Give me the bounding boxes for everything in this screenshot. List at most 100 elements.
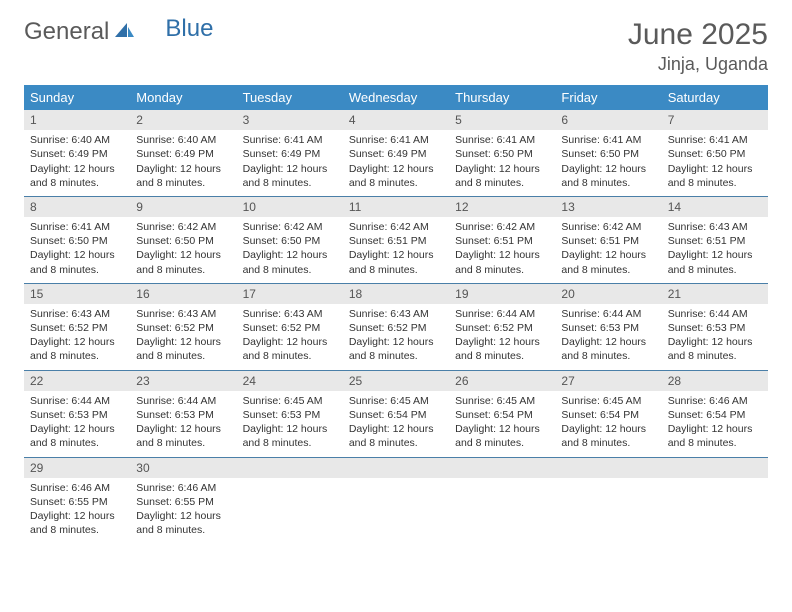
day-number: 12 <box>449 197 555 217</box>
sunset-line: Sunset: 6:54 PM <box>455 408 549 422</box>
day-number: 20 <box>555 284 661 304</box>
sunrise-line: Sunrise: 6:41 AM <box>243 133 337 147</box>
sunrise-line: Sunrise: 6:41 AM <box>30 220 124 234</box>
day-number: 24 <box>237 371 343 391</box>
day-number: 9 <box>130 197 236 217</box>
day-body: Sunrise: 6:43 AMSunset: 6:52 PMDaylight:… <box>237 307 343 364</box>
sunrise-line: Sunrise: 6:45 AM <box>349 394 443 408</box>
sunset-line: Sunset: 6:51 PM <box>561 234 655 248</box>
daylight-line: Daylight: 12 hours and 8 minutes. <box>243 335 337 363</box>
day-cell: 13Sunrise: 6:42 AMSunset: 6:51 PMDayligh… <box>555 197 661 283</box>
weekday-header-saturday: Saturday <box>662 85 768 110</box>
daylight-line: Daylight: 12 hours and 8 minutes. <box>668 248 762 276</box>
sunset-line: Sunset: 6:53 PM <box>561 321 655 335</box>
day-body: Sunrise: 6:40 AMSunset: 6:49 PMDaylight:… <box>24 133 130 190</box>
daylight-line: Daylight: 12 hours and 8 minutes. <box>30 509 124 537</box>
sunrise-line: Sunrise: 6:42 AM <box>136 220 230 234</box>
day-number: 3 <box>237 110 343 130</box>
sunrise-line: Sunrise: 6:41 AM <box>349 133 443 147</box>
day-cell: 19Sunrise: 6:44 AMSunset: 6:52 PMDayligh… <box>449 284 555 370</box>
sunrise-line: Sunrise: 6:41 AM <box>455 133 549 147</box>
sunrise-line: Sunrise: 6:40 AM <box>30 133 124 147</box>
daylight-line: Daylight: 12 hours and 8 minutes. <box>136 162 230 190</box>
week-row: 8Sunrise: 6:41 AMSunset: 6:50 PMDaylight… <box>24 197 768 284</box>
sunset-line: Sunset: 6:51 PM <box>455 234 549 248</box>
day-number: 15 <box>24 284 130 304</box>
day-body: Sunrise: 6:43 AMSunset: 6:52 PMDaylight:… <box>130 307 236 364</box>
sunrise-line: Sunrise: 6:43 AM <box>30 307 124 321</box>
day-body: Sunrise: 6:45 AMSunset: 6:54 PMDaylight:… <box>343 394 449 451</box>
day-number: 8 <box>24 197 130 217</box>
month-title: June 2025 <box>628 18 768 52</box>
day-cell: 7Sunrise: 6:41 AMSunset: 6:50 PMDaylight… <box>662 110 768 196</box>
day-cell: 24 Sunrise: 6:45 AMSunset: 6:53 PMDayligh… <box>237 371 343 457</box>
daylight-line: Daylight: 12 hours and 8 minutes. <box>455 335 549 363</box>
day-body: Sunrise: 6:45 AMSunset: 6:54 PMDaylight:… <box>449 394 555 451</box>
day-cell: 30Sunrise: 6:46 AMSunset: 6:55 PMDayligh… <box>130 458 236 544</box>
sunrise-line: Sunrise: 6:44 AM <box>30 394 124 408</box>
day-body: Sunrise: 6:45 AMSunset: 6:54 PMDaylight:… <box>555 394 661 451</box>
sunrise-line: Sunrise: 6:44 AM <box>561 307 655 321</box>
day-number: 17 <box>237 284 343 304</box>
sunset-line: Sunset: 6:50 PM <box>136 234 230 248</box>
sunrise-line: Sunrise: 6:43 AM <box>349 307 443 321</box>
logo: General Blue <box>24 18 213 46</box>
weekday-header-row: SundayMondayTuesdayWednesdayThursdayFrid… <box>24 85 768 110</box>
day-cell: 5 Sunrise: 6:41 AMSunset: 6:50 PMDaylight… <box>449 110 555 196</box>
day-body: Sunrise: 6:41 AMSunset: 6:50 PMDaylight:… <box>24 220 130 277</box>
sunset-line: Sunset: 6:54 PM <box>349 408 443 422</box>
sunrise-line: Sunrise: 6:42 AM <box>243 220 337 234</box>
day-body: Sunrise: 6:44 AMSunset: 6:53 PMDaylight:… <box>555 307 661 364</box>
daylight-line: Daylight: 12 hours and 8 minutes. <box>455 162 549 190</box>
day-body: Sunrise: 6:41 AMSunset: 6:50 PMDaylight:… <box>449 133 555 190</box>
sunset-line: Sunset: 6:49 PM <box>30 147 124 161</box>
daylight-line: Daylight: 12 hours and 8 minutes. <box>561 162 655 190</box>
day-cell: 20 Sunrise: 6:44 AMSunset: 6:53 PMDayligh… <box>555 284 661 370</box>
daylight-line: Daylight: 12 hours and 8 minutes. <box>30 162 124 190</box>
day-cell: 11Sunrise: 6:42 AMSunset: 6:51 PMDayligh… <box>343 197 449 283</box>
day-cell: 23Sunrise: 6:44 AMSunset: 6:53 PMDayligh… <box>130 371 236 457</box>
empty-day-cell <box>555 458 661 544</box>
day-number: 5 <box>449 110 555 130</box>
sunset-line: Sunset: 6:51 PM <box>349 234 443 248</box>
week-row: 1Sunrise: 6:40 AMSunset: 6:49 PMDaylight… <box>24 110 768 197</box>
day-body: Sunrise: 6:41 AMSunset: 6:50 PMDaylight:… <box>555 133 661 190</box>
day-cell: 8 Sunrise: 6:41 AMSunset: 6:50 PMDaylight… <box>24 197 130 283</box>
day-cell: 6 Sunrise: 6:41 AMSunset: 6:50 PMDaylight… <box>555 110 661 196</box>
day-number <box>449 458 555 478</box>
day-body: Sunrise: 6:46 AMSunset: 6:54 PMDaylight:… <box>662 394 768 451</box>
day-number: 10 <box>237 197 343 217</box>
day-body <box>343 481 449 531</box>
day-cell: 3Sunrise: 6:41 AMSunset: 6:49 PMDaylight… <box>237 110 343 196</box>
sunset-line: Sunset: 6:53 PM <box>668 321 762 335</box>
day-body: Sunrise: 6:46 AMSunset: 6:55 PMDaylight:… <box>24 481 130 538</box>
sunrise-line: Sunrise: 6:44 AM <box>455 307 549 321</box>
daylight-line: Daylight: 12 hours and 8 minutes. <box>349 248 443 276</box>
sunrise-line: Sunrise: 6:45 AM <box>455 394 549 408</box>
day-cell: 12Sunrise: 6:42 AMSunset: 6:51 PMDayligh… <box>449 197 555 283</box>
sunset-line: Sunset: 6:53 PM <box>136 408 230 422</box>
daylight-line: Daylight: 12 hours and 8 minutes. <box>136 509 230 537</box>
day-number: 6 <box>555 110 661 130</box>
sunrise-line: Sunrise: 6:45 AM <box>243 394 337 408</box>
day-number: 2 <box>130 110 236 130</box>
day-cell: 10Sunrise: 6:42 AMSunset: 6:50 PMDayligh… <box>237 197 343 283</box>
weekday-header-thursday: Thursday <box>449 85 555 110</box>
page-header: General Blue June 2025 Jinja, Uganda <box>24 18 768 75</box>
sunrise-line: Sunrise: 6:44 AM <box>136 394 230 408</box>
day-body: Sunrise: 6:42 AMSunset: 6:51 PMDaylight:… <box>343 220 449 277</box>
day-number: 26 <box>449 371 555 391</box>
daylight-line: Daylight: 12 hours and 8 minutes. <box>243 162 337 190</box>
day-number: 1 <box>24 110 130 130</box>
sunset-line: Sunset: 6:52 PM <box>455 321 549 335</box>
sunrise-line: Sunrise: 6:43 AM <box>243 307 337 321</box>
sunset-line: Sunset: 6:54 PM <box>668 408 762 422</box>
daylight-line: Daylight: 12 hours and 8 minutes. <box>30 248 124 276</box>
logo-text-general: General <box>24 18 109 46</box>
day-cell: 9Sunrise: 6:42 AMSunset: 6:50 PMDaylight… <box>130 197 236 283</box>
day-body: Sunrise: 6:45 AMSunset: 6:53 PMDaylight:… <box>237 394 343 451</box>
daylight-line: Daylight: 12 hours and 8 minutes. <box>243 422 337 450</box>
day-number: 18 <box>343 284 449 304</box>
daylight-line: Daylight: 12 hours and 8 minutes. <box>668 162 762 190</box>
daylight-line: Daylight: 12 hours and 8 minutes. <box>455 248 549 276</box>
